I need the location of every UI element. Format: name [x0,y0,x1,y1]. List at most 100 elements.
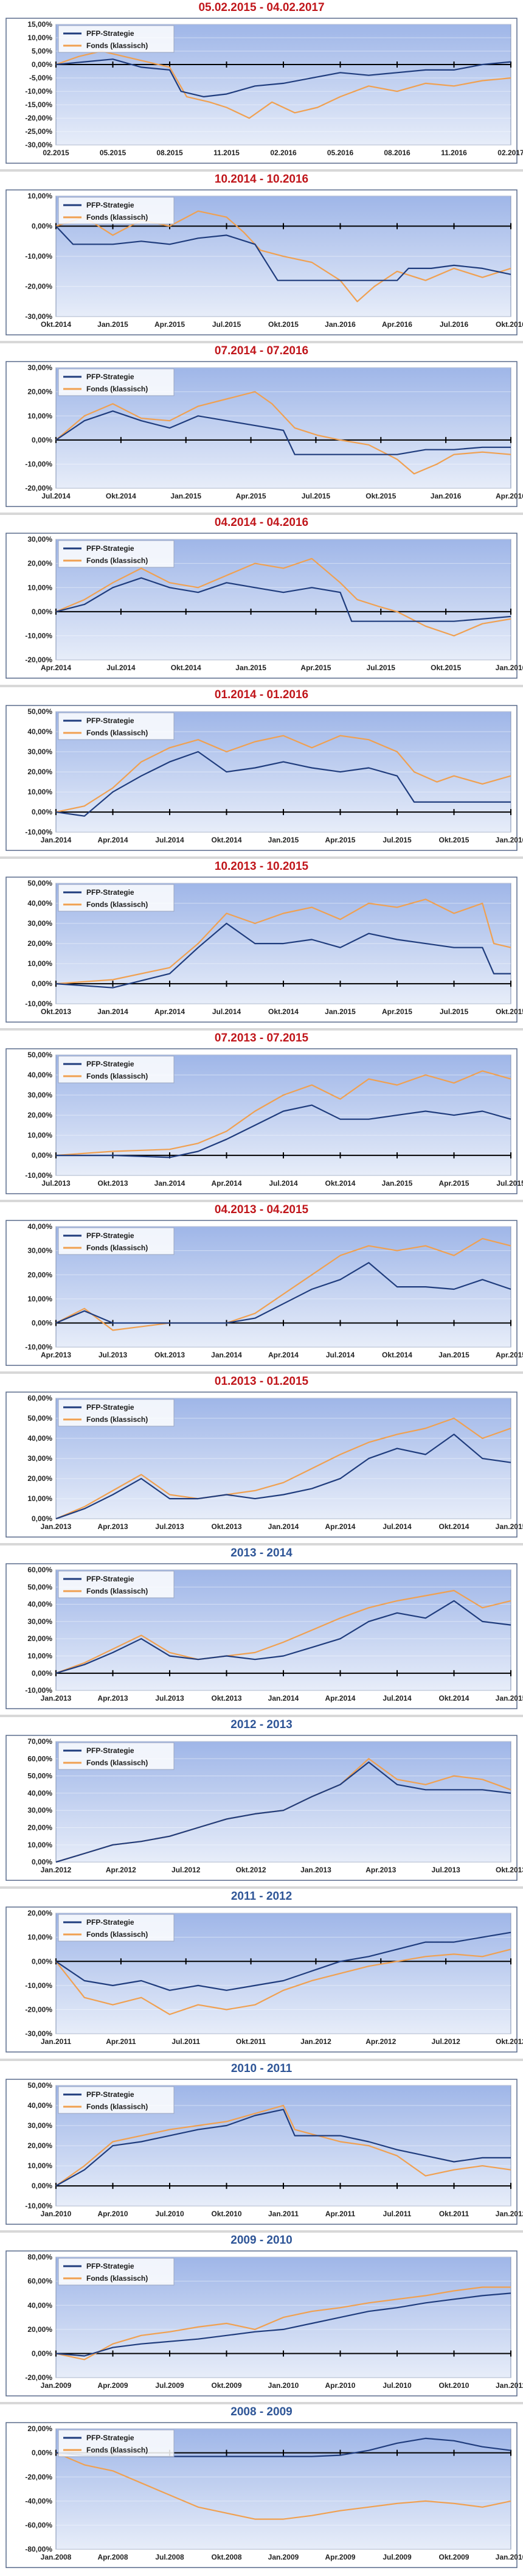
y-tick-label: -10,00% [25,2202,52,2210]
chart-title: 07.2013 - 07.2015 [214,1031,309,1045]
series-line-pfp-strategie [55,751,511,817]
x-tick-label: Apr.2009 [98,2381,128,2390]
x-tick-label: Jan.2011 [268,2210,299,2218]
y-tick-label: -5,00% [29,74,52,82]
line-chart: -30,00% -20,00% -10,00% 0,00% 10,00% 20,00% Ja… [5,1906,523,2053]
y-tick-label: -20,00% [25,2473,52,2481]
series-line-fonds-klassisch [55,1948,511,2015]
y-tick-label: 40,00% [27,1434,52,1443]
series-line-fonds-klassisch [55,1237,511,1331]
x-tick-label: Apr.2016 [382,320,412,329]
line-chart: 0,00% 10,00% 20,00% 30,00% 40,00% 50,00% 60,00… [5,1735,523,1881]
y-tick-label: 20,00% [27,559,52,568]
x-tick-label: Jan.2015 [170,492,201,500]
y-tick-label: 15,00% [27,20,52,29]
y-tick-label: 20,00% [27,2141,52,2150]
series-line-pfp-strategie [56,1104,511,1158]
series-line-fonds-klassisch [55,2104,511,2186]
series-line-pfp-strategie [55,1262,511,1324]
x-tick-label: Jan.2010 [41,2210,72,2218]
x-tick-label: Apr.2014 [154,1007,185,1016]
legend-label: PFP-Strategie [86,2434,134,2442]
panel-separator [0,1199,523,1202]
line-chart: -10,00% 0,00% 10,00% 20,00% 30,00% 40,00% 50,0… [5,704,523,851]
x-tick-label: Jan.2016 [496,664,523,673]
y-tick-label: -10,00% [25,460,52,469]
y-tick-label: 0,00% [32,2448,52,2457]
legend [58,368,175,396]
panel-separator [0,513,523,516]
x-tick-label: Jan.2015 [325,1007,356,1016]
y-tick-label: 50,00% [27,1583,52,1591]
y-tick-label: 10,00% [27,1131,52,1139]
panel-separator [0,1371,523,1374]
chart-title: 2012 - 2013 [230,1718,293,1732]
legend-label: Fonds (klassisch) [86,2102,148,2111]
x-tick-label: Jul.2016 [440,320,469,329]
legend [58,1055,175,1083]
legend-label: PFP-Strategie [86,29,134,38]
chart-panel: 2008 - 2009 -80,00% -60,00% -40,00% -20,00% 0… [0,2404,523,2576]
y-tick-label: 20,00% [27,768,52,776]
y-tick-label: 30,00% [27,1454,52,1463]
x-tick-label: Jan.2013 [41,1694,72,1703]
x-tick-label: Jul.2015 [367,664,396,673]
y-tick-label: 40,00% [27,2301,52,2309]
x-tick-label: Okt.2014 [439,1694,469,1703]
y-tick-label: 10,00% [27,1652,52,1661]
series-line-pfp-strategie [55,1932,511,1992]
line-chart: -20,00% -10,00% 0,00% 10,00% 20,00% 30,00% Jul… [5,361,523,508]
x-tick-label: Jan.2015 [97,320,128,329]
y-tick-label: 60,00% [27,1755,52,1763]
x-tick-label: Apr.2015 [300,664,331,673]
panel-separator [0,856,523,859]
x-tick-label: Okt.2014 [382,1351,412,1359]
series-line-fonds-klassisch [55,50,511,119]
x-tick-label: Jan.2010 [496,2553,523,2561]
y-tick-label: 50,00% [27,1051,52,1059]
y-tick-label: -60,00% [25,2521,52,2529]
y-tick-label: 0,00% [32,1318,52,1327]
legend [58,25,175,53]
y-tick-label: 20,00% [27,388,52,396]
line-chart: -30,00% -25,00% -20,00% -15,00% -10,00% -5,00… [5,18,523,164]
x-tick-label: Okt.2014 [106,492,136,500]
chart-title: 04.2014 - 04.2016 [214,516,309,530]
x-tick-label: Okt.2013 [98,1179,128,1188]
x-tick-label: Jul.2015 [212,320,241,329]
x-tick-label: Okt.2011 [236,2038,266,2046]
y-tick-label: -30,00% [25,2030,52,2039]
y-tick-label: 20,00% [27,1634,52,1643]
line-chart: -10,00% 0,00% 10,00% 20,00% 30,00% 40,00% 50,0… [5,876,523,1023]
x-tick-label: Apr.2013 [41,1351,71,1359]
x-tick-label: Jan.2016 [431,492,462,500]
chart-panel: 05.02.2015 - 04.02.2017 -30,00% -25,00% -20… [0,0,523,172]
x-tick-label: Apr.2014 [325,1694,356,1703]
legend-label: Fonds (klassisch) [86,1930,148,1939]
y-tick-label: 30,00% [27,2121,52,2130]
y-tick-label: 30,00% [27,919,52,928]
x-tick-label: Okt.2014 [325,1179,356,1188]
x-tick-label: Okt.2014 [171,664,201,673]
series-line-pfp-strategie [55,1433,511,1520]
y-tick-label: 10,00% [27,959,52,968]
series-line-pfp-strategie [55,2292,511,2357]
chart-panel: 01.2013 - 01.2015 0,00% 10,00% 20,00% 30,00%… [0,1374,523,1546]
series-line-fonds-klassisch [55,2286,511,2361]
chart-title: 2010 - 2011 [230,2062,293,2075]
y-tick-label: 10,00% [27,192,52,200]
y-tick-label: -20,00% [25,2006,52,2014]
legend-label: PFP-Strategie [86,1403,134,1412]
y-tick-label: -20,00% [25,114,52,122]
x-tick-label: Okt.2009 [212,2381,242,2390]
x-tick-label: Jan.2015 [235,664,266,673]
legend [58,712,175,740]
y-tick-label: -10,00% [25,999,52,1008]
legend [58,1399,175,1427]
legend-label: PFP-Strategie [86,716,134,725]
y-tick-label: 10,00% [27,2161,52,2170]
y-tick-label: -25,00% [25,127,52,136]
line-chart: -80,00% -60,00% -40,00% -20,00% 0,00% 20,00% J… [5,2422,523,2568]
x-tick-label: Jan.2014 [97,1007,128,1016]
